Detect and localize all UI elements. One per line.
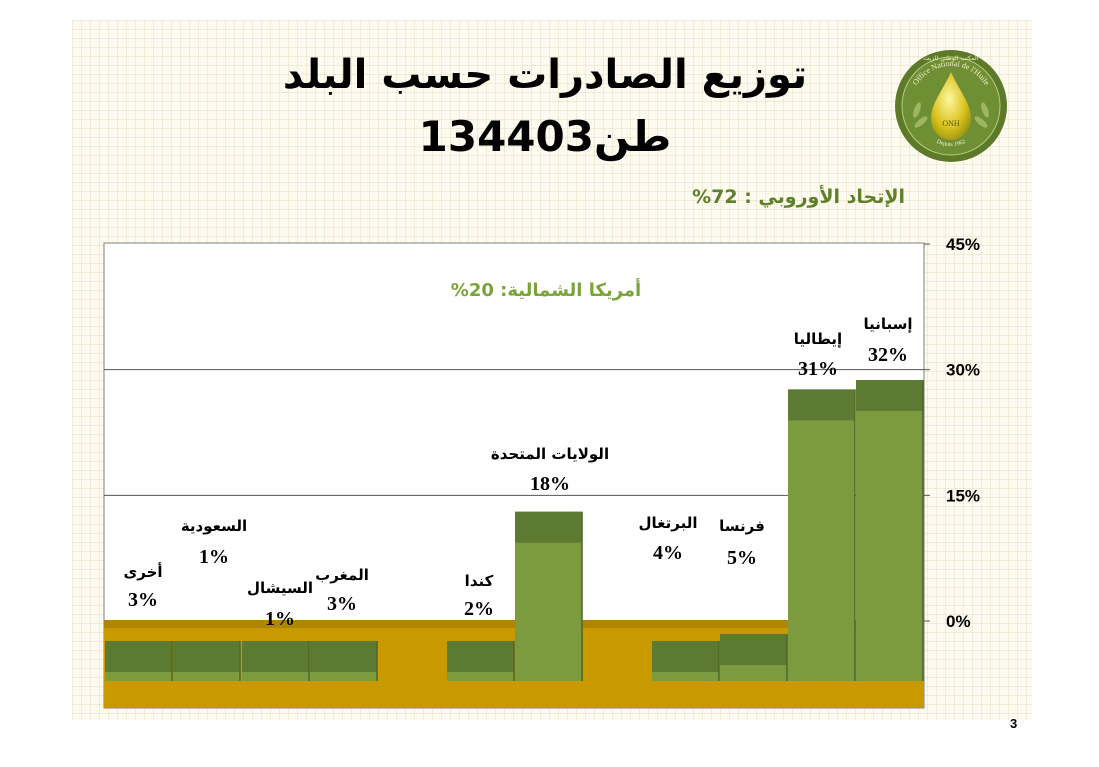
svg-text:Depuis 1962: Depuis 1962 [935, 139, 966, 148]
value-label: 1% [265, 608, 295, 630]
value-label: 5% [727, 547, 757, 569]
bar-top [788, 389, 855, 421]
category-label: الولايات المتحدة [491, 445, 609, 463]
bar-top [720, 633, 787, 665]
page-subtitle-tonnage: طن134403 [418, 112, 672, 161]
page-title: توزيع الصادرات حسب البلد [282, 52, 808, 98]
category-label: أخرى [123, 562, 162, 581]
bar [720, 633, 788, 681]
olive-branch-icon [913, 102, 989, 128]
logo-since-text: Depuis 1962 [935, 139, 966, 148]
bar [447, 641, 515, 681]
bar [788, 389, 856, 681]
bar-top [447, 641, 514, 672]
bar-top [310, 641, 377, 672]
y-tick-label: 45% [946, 235, 980, 254]
bar-front [788, 389, 855, 681]
value-label: 2% [464, 598, 494, 620]
bar-top [105, 641, 172, 672]
category-label: إيطاليا [794, 330, 842, 348]
bar [515, 511, 583, 681]
value-label: 18% [530, 473, 570, 495]
y-axis-ticks: 45% 30% 15% 0% [924, 235, 980, 631]
eu-share-label: الإتحاد الأوروبي : 72% [692, 186, 905, 208]
category-label: السيشال [247, 579, 313, 597]
category-label: كندا [465, 572, 494, 590]
bar [242, 641, 310, 681]
category-label: إسبانيا [863, 315, 912, 333]
category-label: السعودية [181, 517, 247, 535]
value-label: 32% [868, 344, 908, 366]
chart-floor-edge [104, 620, 924, 628]
bar [105, 641, 173, 681]
category-label: فرنسا [719, 517, 765, 535]
page-number: 3 [1010, 716, 1018, 731]
y-tick-label: 15% [946, 486, 980, 505]
onh-logo: Office National de l'Huile ONH المكتب ال… [895, 50, 1007, 162]
category-label: البرتغال [639, 514, 698, 532]
bar [652, 641, 720, 681]
bar-top [173, 641, 240, 672]
north-america-share-label: أمريكا الشمالية: 20% [451, 278, 641, 301]
bar-top [515, 511, 582, 543]
bar-top [856, 380, 923, 411]
chart-labels: أخرى 3% السعودية 1% السيشال 1% المغرب 3% كندا 2% ا… [123, 315, 912, 630]
bar [856, 380, 924, 681]
y-tick-label: 30% [946, 361, 980, 380]
bar-top [242, 641, 309, 672]
bar [310, 641, 378, 681]
bar-top [652, 641, 719, 672]
value-label: 1% [199, 546, 229, 568]
value-label: 4% [653, 542, 683, 564]
bar-front [856, 380, 923, 681]
chart-grid [104, 369, 924, 496]
logo-badge-text: ONH [942, 119, 960, 128]
value-label: 3% [327, 593, 357, 615]
bar [173, 641, 241, 681]
y-tick-label: 0% [946, 612, 971, 631]
category-label: المغرب [315, 566, 369, 584]
oil-drop-icon [931, 72, 971, 140]
logo-arabic-text: المكتب الوطني للزيت [924, 55, 979, 62]
value-label: 31% [798, 358, 838, 380]
chart-bars [105, 380, 924, 681]
value-label: 3% [128, 589, 158, 611]
